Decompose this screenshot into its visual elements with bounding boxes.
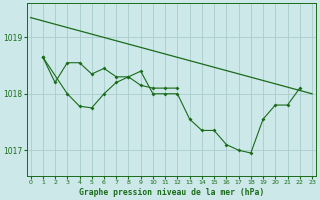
X-axis label: Graphe pression niveau de la mer (hPa): Graphe pression niveau de la mer (hPa) xyxy=(79,188,264,197)
